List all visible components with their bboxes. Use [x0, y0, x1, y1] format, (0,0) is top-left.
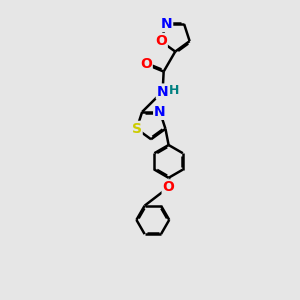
Text: N: N — [154, 105, 166, 119]
Text: S: S — [132, 122, 142, 136]
Text: N: N — [160, 17, 172, 31]
Text: H: H — [169, 84, 179, 97]
Text: O: O — [140, 57, 152, 71]
Text: N: N — [157, 85, 168, 98]
Text: O: O — [155, 34, 167, 48]
Text: O: O — [163, 180, 175, 194]
